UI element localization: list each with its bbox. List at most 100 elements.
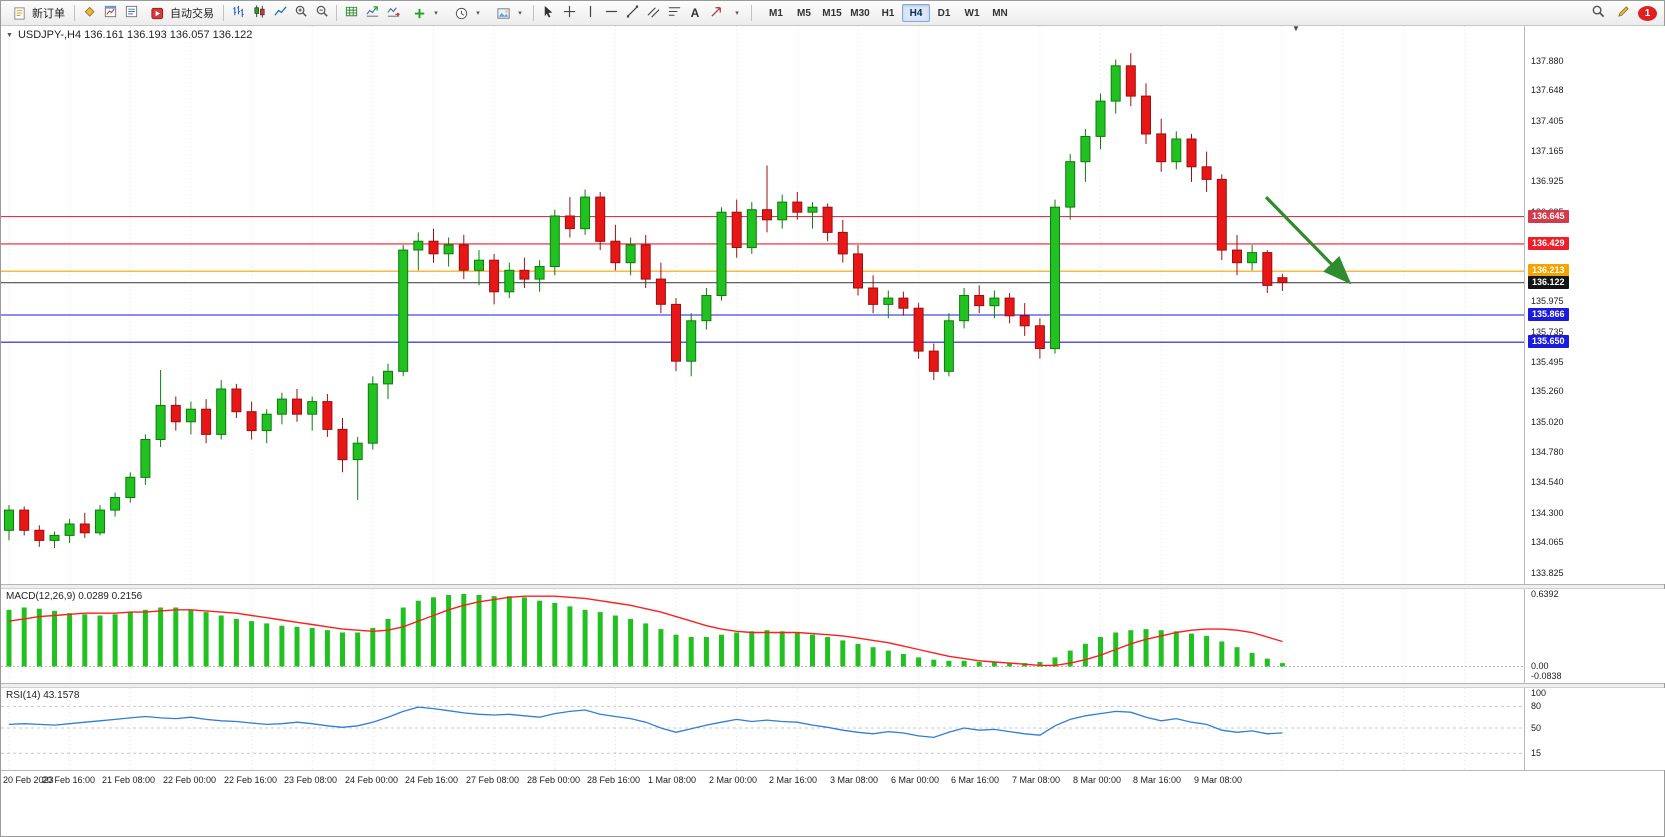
timeframe-m15-button[interactable]: M15 xyxy=(818,4,846,22)
cursor-icon xyxy=(541,4,556,22)
rsi-chart[interactable] xyxy=(1,688,1524,770)
panel-splitter[interactable] xyxy=(1,584,1664,589)
auto-scroll-button[interactable] xyxy=(362,3,382,23)
price-line-badge: 136.213 xyxy=(1528,264,1569,277)
time-axis-label: 1 Mar 08:00 xyxy=(648,775,697,785)
macd-axis[interactable]: 0.6392 0.00 -0.0838 xyxy=(1524,589,1665,683)
zoom-out-icon xyxy=(315,4,330,22)
autotrading-icon xyxy=(147,3,167,23)
timeframe-m1-button[interactable]: M1 xyxy=(762,4,790,22)
timeframe-m5-button[interactable]: M5 xyxy=(790,4,818,22)
rsi-line xyxy=(8,706,1283,739)
market-watch-button[interactable] xyxy=(121,3,141,23)
time-axis-label: 24 Feb 16:00 xyxy=(405,775,459,785)
time-axis-label: 22 Feb 16:00 xyxy=(224,775,278,785)
macd-scale-label: 0.6392 xyxy=(1531,589,1559,599)
chart-shift-marker[interactable]: ▼ xyxy=(1292,24,1300,33)
time-axis-label: 6 Mar 00:00 xyxy=(891,775,940,785)
line-chart-icon xyxy=(273,4,288,22)
arrow-tool-icon xyxy=(709,4,724,22)
timeframe-mn-button[interactable]: MN xyxy=(986,4,1014,22)
grid-toggle-button[interactable] xyxy=(341,3,361,23)
crosshair-icon xyxy=(562,4,577,22)
toolbar-separator xyxy=(751,5,752,21)
chart-title-text: USDJPY-,H4 136.161 136.193 136.057 136.1… xyxy=(17,29,253,41)
timeframe-h4-button[interactable]: H4 xyxy=(902,4,930,22)
templates-dropdown-button[interactable]: ▾ xyxy=(488,3,529,23)
text-tool-button[interactable]: A xyxy=(685,3,705,23)
price-axis[interactable]: 137.880 137.648 137.405 137.165 136.925 136.6… xyxy=(1524,26,1665,584)
rsi-scale-label: 15 xyxy=(1531,748,1542,758)
horizontal-price-lines[interactable] xyxy=(1,216,1524,343)
time-axis-label: 8 Mar 00:00 xyxy=(1073,775,1122,785)
macd-chart[interactable] xyxy=(1,589,1524,683)
timeframe-d1-button[interactable]: D1 xyxy=(930,4,958,22)
timeframe-w1-button[interactable]: W1 xyxy=(958,4,986,22)
rsi-axis[interactable]: 100 80 50 15 xyxy=(1524,688,1665,770)
price-line-badge: 136.429 xyxy=(1528,237,1569,250)
zoom-in-button[interactable] xyxy=(291,3,311,23)
time-axis-label: 20 Feb 2023 xyxy=(3,775,54,785)
new-order-button[interactable]: 新订单 xyxy=(4,3,70,23)
trendline-tool-button[interactable] xyxy=(622,3,642,23)
candlestick-chart[interactable] xyxy=(1,26,1524,584)
time-axis-label: 24 Feb 00:00 xyxy=(345,775,399,785)
new-chart-button[interactable] xyxy=(100,3,120,23)
time-axis-label: 7 Mar 08:00 xyxy=(1012,775,1061,785)
horizontal-line-tool-button[interactable] xyxy=(601,3,621,23)
indicators-dropdown-button[interactable]: ▾ xyxy=(404,3,445,23)
price-tick: 137.880 xyxy=(1531,56,1564,66)
cursor-tool-button[interactable] xyxy=(538,3,558,23)
price-tick: 135.260 xyxy=(1531,386,1564,396)
panel-splitter[interactable] xyxy=(1,683,1664,688)
macd-scale-label: -0.0838 xyxy=(1531,671,1562,681)
price-tick: 137.165 xyxy=(1531,146,1564,156)
time-axis-label: 9 Mar 08:00 xyxy=(1194,775,1243,785)
rsi-panel: RSI(14) 43.1578 100 80 50 15 xyxy=(1,688,1665,770)
autotrading-button[interactable]: 自动交易 xyxy=(142,3,219,23)
equidistant-channel-tool-button[interactable] xyxy=(643,3,663,23)
zoom-out-button[interactable] xyxy=(312,3,332,23)
crosshair-tool-button[interactable] xyxy=(559,3,579,23)
chart-shift-button[interactable] xyxy=(383,3,403,23)
text-tool-icon: A xyxy=(690,6,700,20)
periods-dropdown-button[interactable]: ▾ xyxy=(446,3,487,23)
macd-label: MACD(12,26,9) 0.0289 0.2156 xyxy=(6,591,143,602)
rsi-level-lines xyxy=(1,705,1524,754)
candlestick-icon xyxy=(252,4,267,22)
edit-button[interactable] xyxy=(1613,3,1633,23)
timeframe-m30-button[interactable]: M30 xyxy=(846,4,874,22)
toolbar-right-cluster: 1 xyxy=(1588,3,1661,23)
bar-chart-button[interactable] xyxy=(228,3,248,23)
rsi-scale-label: 80 xyxy=(1531,701,1542,711)
fibonacci-tool-button[interactable] xyxy=(664,3,684,23)
collapse-icon[interactable]: ▼ xyxy=(6,31,13,39)
macd-scale-label: 0.00 xyxy=(1531,661,1549,671)
channel-icon xyxy=(646,4,661,22)
time-axis-label: 2 Mar 00:00 xyxy=(709,775,758,785)
time-axis-label: 28 Feb 16:00 xyxy=(587,775,641,785)
time-axis-label: 21 Feb 08:00 xyxy=(102,775,156,785)
time-axis[interactable]: 20 Feb 2023 20 Feb 16:00 21 Feb 08:00 22 Fe… xyxy=(1,770,1664,792)
time-axis-label: 20 Feb 16:00 xyxy=(42,775,96,785)
fibonacci-icon xyxy=(667,4,682,22)
horizontal-line-icon xyxy=(604,4,619,22)
trend-arrow[interactable] xyxy=(1264,195,1352,285)
notification-badge[interactable]: 1 xyxy=(1638,5,1657,21)
toolbar-separator xyxy=(336,5,337,21)
timeframe-h1-button[interactable]: H1 xyxy=(874,4,902,22)
price-tick: 135.735 xyxy=(1531,327,1564,337)
metaeditor-button[interactable] xyxy=(79,3,99,23)
shapes-dropdown-button[interactable]: ▾ xyxy=(727,3,747,23)
line-chart-button[interactable] xyxy=(270,3,290,23)
price-line-badge: 136.645 xyxy=(1528,210,1569,223)
arrow-tool-button[interactable] xyxy=(706,3,726,23)
gold-diamond-icon xyxy=(82,4,97,22)
macd-signal-line xyxy=(8,595,1283,667)
new-order-label: 新订单 xyxy=(32,8,65,20)
macd-panel: MACD(12,26,9) 0.0289 0.2156 0.6392 0.00 -0… xyxy=(1,589,1665,683)
time-axis-label: 2 Mar 16:00 xyxy=(769,775,818,785)
vertical-line-tool-button[interactable] xyxy=(580,3,600,23)
search-button[interactable] xyxy=(1588,3,1608,23)
candlestick-chart-button[interactable] xyxy=(249,3,269,23)
